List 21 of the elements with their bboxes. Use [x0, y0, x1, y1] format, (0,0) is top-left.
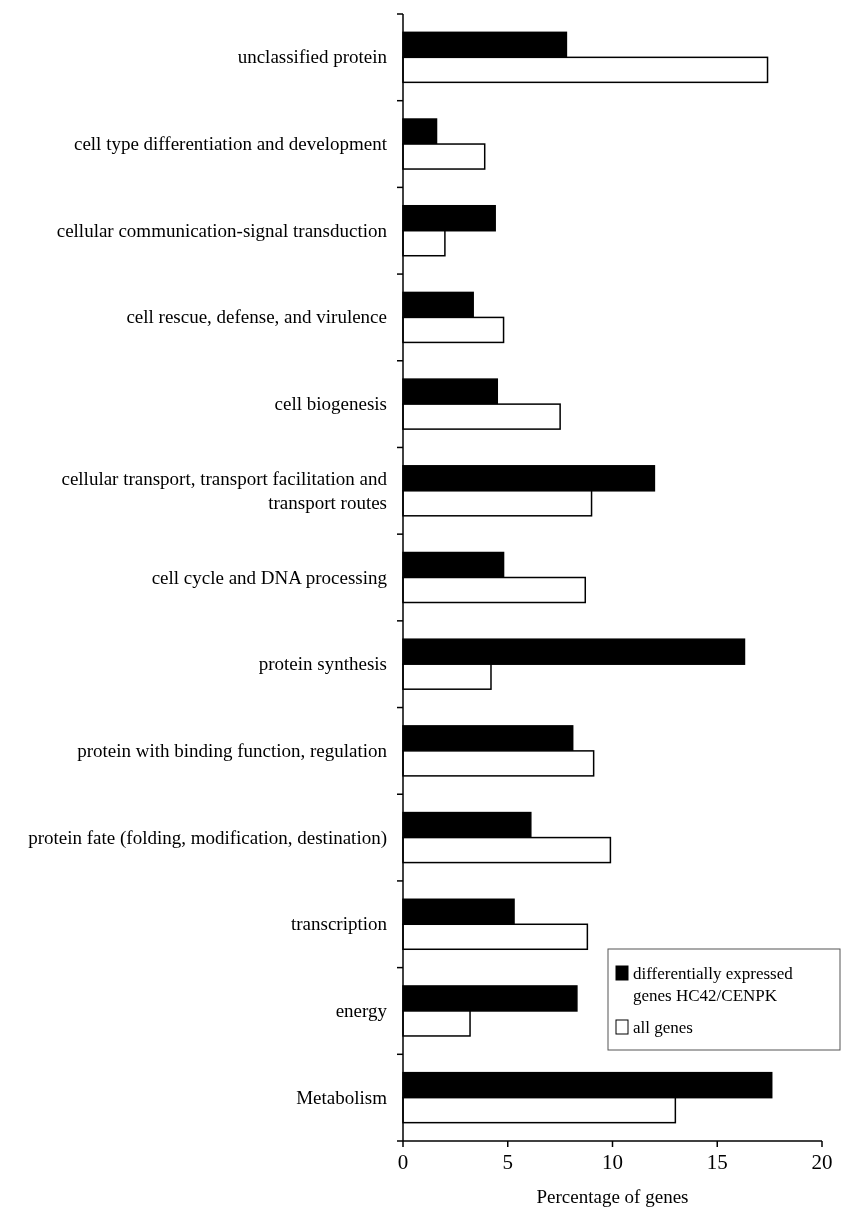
x-axis-title: Percentage of genes — [536, 1186, 689, 1207]
y-tick-label: cell biogenesis — [274, 393, 387, 415]
x-tick-label: 5 — [502, 1150, 513, 1174]
y-tick-label: unclassified protein — [237, 46, 388, 68]
y-tick-label: cell rescue, defense, and virulence — [126, 306, 387, 328]
legend-label: differentially expressed genes HC42/CENPK — [633, 964, 794, 1005]
y-tick-label: protein fate (folding, modification, destination) — [28, 826, 387, 849]
y-tick-label: Metabolism — [296, 1086, 388, 1108]
x-tick-label: 15 — [706, 1150, 728, 1174]
x-tick-label: 20 — [811, 1150, 833, 1174]
y-tick-label: cellular communication-signal transduction — [56, 219, 388, 241]
y-tick-label: cell type differentiation and development — [73, 133, 388, 155]
y-tick-label: energy — [335, 999, 388, 1021]
y-tick-label: protein with binding function, regulation — [77, 739, 388, 761]
y-tick-label: cell cycle and DNA processing — [151, 566, 388, 588]
legend-label: all genes — [633, 1018, 693, 1037]
y-tick-label: cellular transport, transport facilitation and transport routes — [61, 467, 388, 513]
x-tick-label: 0 — [397, 1150, 409, 1174]
y-tick-label: transcription — [290, 913, 388, 935]
y-tick-label: protein synthesis — [258, 653, 387, 675]
x-tick-label: 10 — [602, 1150, 623, 1174]
